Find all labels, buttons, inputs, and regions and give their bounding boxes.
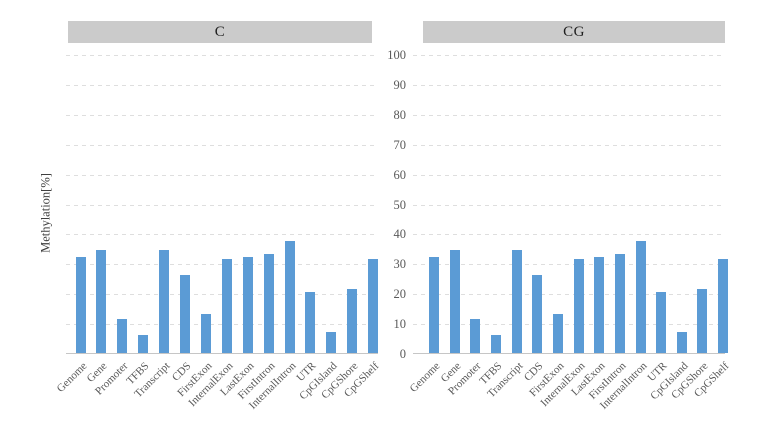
y-tick-label: 10 [393,317,407,332]
bar-CG-Gene [449,249,460,353]
bar-C-CpGShore [347,288,358,353]
gridline-y10 [413,324,725,326]
plot-area-cg: Genome Gene Promoter TFBS Transcript CDS First… [408,55,732,412]
gridline-y40 [413,234,725,236]
bar-CG-CDS [532,275,543,353]
plot-area-c: Genome Gene Promoter TFBS Transcript CDS First… [54,55,382,412]
bar-C-CpGShelf [368,258,379,353]
x-axis-line [413,353,725,354]
bar-CG-InternalIntron [635,240,646,353]
bar-CG-CpGIsland [676,332,687,353]
y-tick-label: 40 [393,227,407,242]
y-tick-label: 80 [393,107,407,122]
bar-C-Gene [96,249,107,353]
gridline-y60 [413,174,725,176]
gridline-y40 [66,234,378,236]
bar-CG-FirstExon [552,314,563,353]
bar-C-Genome [75,257,86,353]
y-tick-label: 30 [393,257,407,272]
gridline-y90 [413,84,725,86]
bar-C-InternalIntron [284,240,295,353]
gridline-y100 [66,55,378,56]
gridline-y30 [413,264,725,266]
y-tick-label: 90 [393,77,407,92]
gridline-y90 [66,84,378,86]
bar-CG-LastExon [594,257,605,353]
bar-C-Promoter [117,318,128,353]
panel-header-cg-label: CG [563,23,585,40]
bar-CG-InternalExon [573,258,584,353]
gridline-y60 [66,174,378,176]
panel-header-c: C [68,21,372,43]
panel-header-cg: CG [423,21,725,43]
y-tick-label: 60 [393,167,407,182]
bar-C-LastExon [242,257,253,353]
panel-header-c-label: C [214,23,226,40]
gridline-y70 [413,144,725,146]
bar-CG-Genome [429,257,439,353]
gridline-y50 [413,204,725,206]
y-tick-label: 0 [399,347,406,361]
bar-C-UTR [305,291,316,353]
gridline-y70 [66,144,378,146]
gridline-y80 [413,114,725,116]
gridline-y20 [413,294,725,296]
gridline-y50 [66,204,378,206]
y-tick-label: 100 [387,48,406,62]
y-axis-title: Methylation[%] [38,173,53,253]
y-tick-label: 50 [393,197,407,212]
y-tick-label: 70 [393,137,407,152]
x-axis-line [66,353,378,354]
bar-CG-Promoter [470,318,481,353]
bar-C-CpGIsland [326,332,337,353]
bar-CG-FirstIntron [614,254,625,353]
bar-CG-CpGShore [697,288,708,353]
bar-CG-UTR [656,291,667,353]
gridline-y100 [413,55,725,56]
bar-C-CDS [180,275,190,353]
bar-C-FirstIntron [263,254,274,353]
bar-CG-TFBS [490,335,501,353]
bar-CG-CpGShelf [718,258,729,353]
bar-C-FirstExon [200,314,211,353]
bar-C-TFBS [138,335,149,353]
y-tick-label: 20 [393,287,407,302]
bar-C-Transcript [159,249,170,353]
bar-C-InternalExon [221,258,232,353]
bar-CG-Transcript [511,249,522,353]
gridline-y80 [66,114,378,116]
